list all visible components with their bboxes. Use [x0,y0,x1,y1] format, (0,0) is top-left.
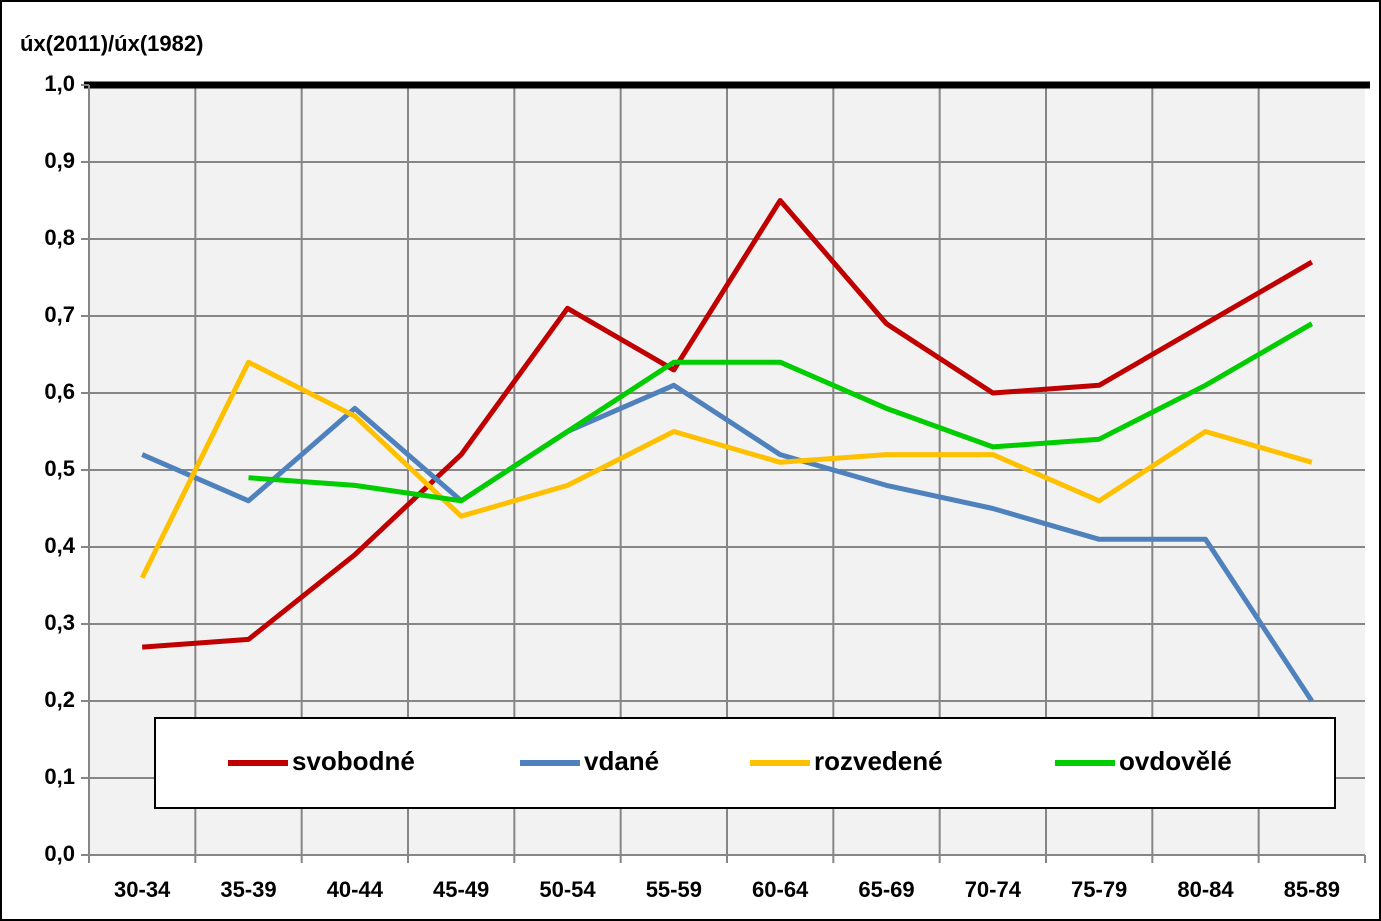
y-tick-label: 0,8 [44,225,75,250]
x-tick-label: 30-34 [114,877,171,902]
series-line [139,359,1313,579]
y-tick-label: 0,4 [44,533,75,558]
x-tick-label: 70-74 [965,877,1022,902]
x-tick-label: 75-79 [1071,877,1127,902]
x-tick-label: 55-59 [646,877,702,902]
x-tick-label: 80-84 [1177,877,1234,902]
y-tick-label: 1,0 [44,71,75,96]
x-tick-label: 45-49 [433,877,489,902]
legend-box [154,717,1336,809]
legend-label: vdané [584,746,659,776]
series-line [248,321,1314,504]
legend-label: rozvedené [814,746,943,776]
legend-label: ovdovělé [1119,746,1232,776]
x-tick-label: 40-44 [327,877,384,902]
y-tick-label: 0,1 [44,764,75,789]
x-tick-label: 65-69 [858,877,914,902]
x-tick-label: 50-54 [539,877,596,902]
y-tick-label: 0,0 [44,841,75,866]
y-tick-label: 0,7 [44,302,75,327]
y-tick-label: 0,5 [44,456,75,481]
x-tick-label: 60-64 [752,877,809,902]
y-axis-label: úx(2011)/úx(1982) [20,31,203,56]
x-tick-label: 85-89 [1284,877,1340,902]
series-line [141,382,1314,703]
y-tick-label: 0,9 [44,148,75,173]
y-tick-label: 0,3 [44,610,75,635]
series-line [141,198,1314,650]
y-tick-label: 0,6 [44,379,75,404]
x-tick-label: 35-39 [220,877,276,902]
legend-label: svobodné [292,746,415,776]
y-tick-label: 0,2 [44,687,75,712]
